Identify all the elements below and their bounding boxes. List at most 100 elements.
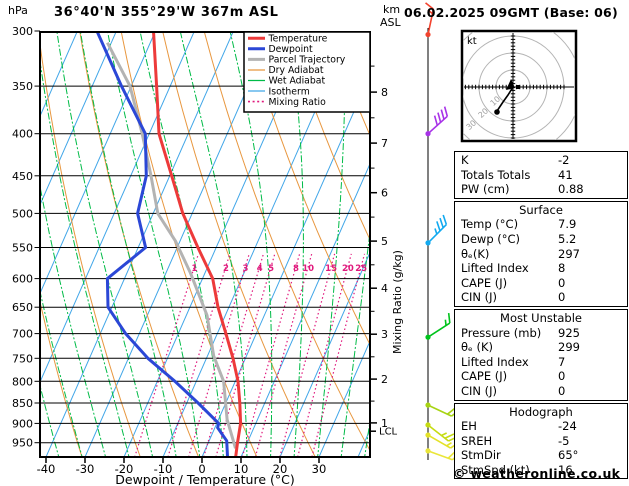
- temperature-axis: -40 -30 -20 -10 0 10 20 30 Dewpoint / Temperatur…: [37, 457, 326, 486]
- svg-text:550: 550: [12, 242, 33, 255]
- hodo-unit-label: kt: [467, 36, 477, 47]
- svg-text:8: 8: [293, 264, 299, 274]
- svg-text:4: 4: [257, 264, 263, 274]
- table-value: 8: [558, 261, 566, 276]
- bottom-axis-title: Dewpoint / Temperature (°C): [115, 472, 294, 486]
- table-value: -5: [558, 433, 570, 448]
- svg-text:1: 1: [381, 417, 388, 430]
- svg-text:-20: -20: [115, 462, 134, 476]
- svg-text:3: 3: [381, 328, 388, 341]
- copyright: © weatheronline.co.uk: [453, 466, 621, 481]
- table-label: Lifted Index: [461, 354, 529, 369]
- table-row: PW (cm) 0.88: [455, 182, 627, 197]
- table-row: Dewp (°C) 5.2: [455, 232, 627, 247]
- svg-text:900: 900: [12, 417, 33, 430]
- table-label: Totals Totals: [461, 167, 531, 182]
- lcl-label: LCL: [379, 427, 398, 438]
- table-row: SREH -5: [455, 434, 627, 449]
- table-section-header: Most Unstable: [500, 310, 582, 325]
- svg-text:25: 25: [355, 264, 367, 274]
- table-row: StmSpd (kt) 16: [455, 463, 627, 478]
- table-label: Pressure (mb): [461, 325, 542, 340]
- table-row: CAPE (J) 0: [455, 276, 627, 291]
- station-title: 36°40'N 355°29'W 367m ASL: [54, 5, 279, 20]
- svg-text:-30: -30: [76, 462, 95, 476]
- table-label: CAPE (J): [461, 275, 508, 290]
- table-row: θₑ(K) 297: [455, 247, 627, 262]
- temperature-line: [152, 32, 243, 456]
- svg-text:10: 10: [302, 264, 314, 274]
- table-value: 5.2: [558, 231, 577, 246]
- table-value: 925: [558, 325, 580, 340]
- svg-text:-40: -40: [37, 462, 56, 476]
- table-label: Dewp (°C): [461, 231, 521, 246]
- table-value: 297: [558, 246, 580, 261]
- svg-text:650: 650: [12, 301, 33, 314]
- pressure-unit-label: hPa: [8, 4, 28, 17]
- table-row: Temp (°C) 7.9: [455, 217, 627, 232]
- table-label: CIN (J): [461, 383, 498, 398]
- svg-text:3: 3: [242, 264, 248, 274]
- wind-barb: [425, 106, 449, 137]
- svg-text:300: 300: [12, 25, 33, 38]
- hodo-storm-arrow: [506, 79, 515, 90]
- height-unit-km: km: [383, 3, 400, 16]
- legend-label: Wet Adiabat: [269, 76, 326, 87]
- svg-text:450: 450: [12, 170, 33, 183]
- svg-text:20: 20: [273, 462, 288, 476]
- svg-text:350: 350: [12, 80, 33, 93]
- table-value: 0: [558, 369, 566, 384]
- table-row: CAPE (J) 0: [455, 369, 627, 384]
- run-title: 06.02.2025 09GMT (Base: 06): [404, 5, 618, 20]
- table-label: PW (cm): [461, 182, 510, 197]
- svg-text:4: 4: [381, 282, 388, 295]
- hodo-trace: [496, 86, 514, 112]
- svg-text:700: 700: [12, 328, 33, 341]
- table-section: Most Unstable Pressure (mb) 925 θₑ (K) 299 Li…: [454, 308, 628, 401]
- table-label: StmDir: [461, 448, 501, 463]
- plot-border: [39, 31, 371, 458]
- table-value: -2: [558, 153, 570, 167]
- svg-text:2: 2: [223, 264, 229, 274]
- wind-barb: [425, 312, 451, 340]
- pressure-axis: hPa 300 350 400 450 500 550 600 650 700 750 800 850 9…: [8, 4, 40, 450]
- table-label: CAPE (J): [461, 369, 508, 384]
- svg-text:7: 7: [381, 137, 388, 150]
- svg-text:-10: -10: [154, 462, 173, 476]
- svg-text:2: 2: [381, 373, 388, 386]
- table-section: K -2 Totals Totals 41 PW (cm) 0.88: [454, 151, 628, 199]
- svg-text:600: 600: [12, 273, 33, 286]
- table-label: StmSpd (kt): [461, 462, 530, 477]
- svg-text:6: 6: [381, 187, 388, 200]
- table-value: 0: [558, 290, 566, 305]
- svg-text:15: 15: [325, 264, 337, 274]
- table-label: SREH: [461, 433, 493, 448]
- table-label: Temp (°C): [461, 217, 519, 232]
- mixing-axis-label: Mixing Ratio (g/kg): [391, 250, 404, 354]
- legend-label: Parcel Trajectory: [269, 55, 346, 66]
- mixing-ratio-labels: 1 2 3 4 5 8 10 15 20 25: [191, 264, 367, 274]
- table-row: Lifted Index 8: [455, 261, 627, 276]
- table-row: K -2: [455, 153, 627, 168]
- table-row: Pressure (mb) 925: [455, 326, 627, 341]
- table-section-header: Surface: [519, 202, 563, 217]
- table-value: 0.88: [558, 182, 584, 197]
- svg-text:5: 5: [381, 235, 388, 248]
- svg-text:850: 850: [12, 397, 33, 410]
- table-row: CIN (J) 0: [455, 384, 627, 399]
- svg-text:10: 10: [234, 462, 249, 476]
- svg-text:5: 5: [268, 264, 274, 274]
- legend-label: Dewpoint: [269, 44, 314, 55]
- dewpoint-line: [95, 32, 229, 456]
- wind-barb: [425, 2, 435, 38]
- legend-label: Mixing Ratio: [269, 97, 327, 108]
- mixing-ratio-lines: [134, 253, 366, 456]
- table-value: 16: [558, 462, 573, 477]
- table-row: StmDir 65°: [455, 448, 627, 463]
- svg-text:20: 20: [342, 264, 354, 274]
- table-row: θₑ (K) 299: [455, 340, 627, 355]
- table-value: 65°: [558, 448, 579, 463]
- svg-text:950: 950: [12, 437, 33, 450]
